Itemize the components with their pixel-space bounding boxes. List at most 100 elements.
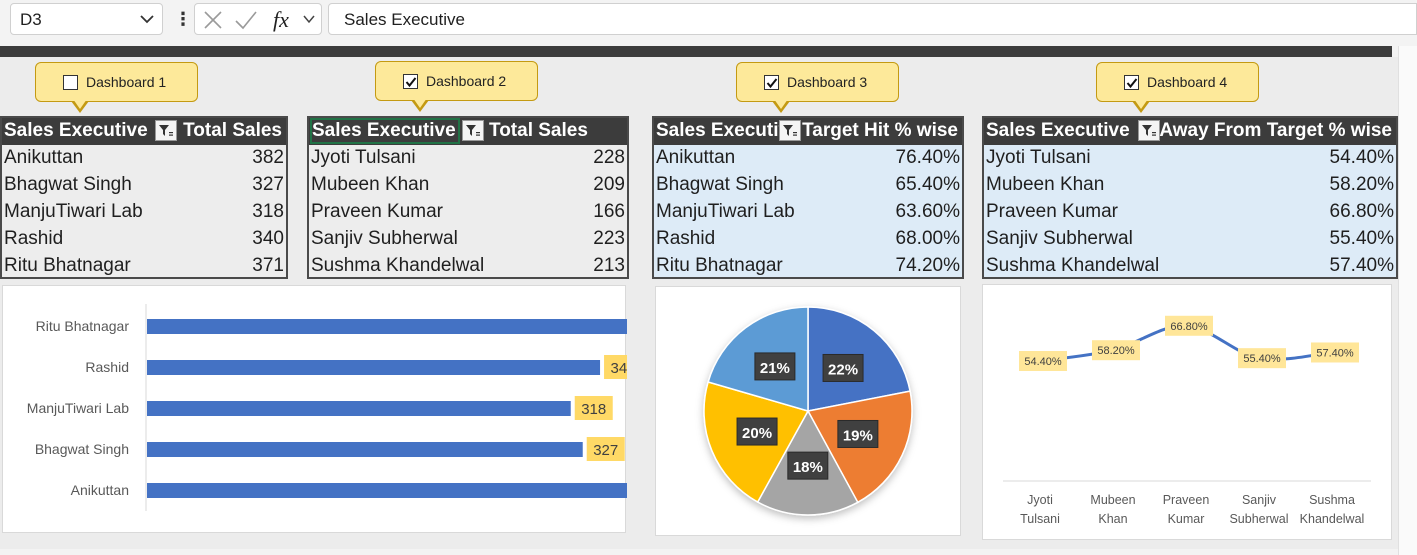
slice-label-box xyxy=(787,451,829,480)
table-row[interactable]: Sushma Khandelwal 57.40% xyxy=(984,253,1396,280)
column-header[interactable]: Total Sales xyxy=(489,120,588,141)
filter-button[interactable] xyxy=(1138,120,1160,141)
dashboard-4-label: Dashboard 4 xyxy=(1147,74,1228,90)
selected-cell-d3[interactable]: Sales Executive xyxy=(310,118,460,144)
row-value: 223 xyxy=(593,228,625,249)
row-label: Sushma Khandelwal xyxy=(311,255,485,276)
dashboard-3-label: Dashboard 3 xyxy=(787,74,868,90)
row-value: 209 xyxy=(593,174,625,195)
slice-data-label: 18% xyxy=(793,459,823,476)
row-label: Rashid xyxy=(4,228,64,249)
callout-pointer xyxy=(772,99,790,113)
pivot-header: Sales Executive Away From Target % wise xyxy=(984,118,1396,145)
table-row[interactable]: Praveen Kumar 166 xyxy=(309,199,627,226)
table-row[interactable]: Bhagwat Singh 327 xyxy=(2,172,286,199)
formula-bar: D3 ⋮ fx Sales Executive xyxy=(0,0,1417,40)
vertical-scrollbar[interactable] xyxy=(1398,46,1417,555)
table-row[interactable]: Ritu Bhatnagar 74.20% xyxy=(654,253,962,280)
table-row[interactable]: Rashid 68.00% xyxy=(654,226,962,253)
table-row[interactable]: Ritu Bhatnagar 371 xyxy=(2,253,286,280)
filter-button[interactable] xyxy=(462,120,484,141)
dashboard-1-label: Dashboard 1 xyxy=(86,74,167,90)
filter-button[interactable] xyxy=(155,120,177,141)
filter-button[interactable] xyxy=(779,120,801,141)
row-label: ManjuTiwari Lab xyxy=(4,201,143,222)
pivot-table-4[interactable]: Sales Executive Away From Target % wise … xyxy=(982,116,1398,279)
table-row[interactable]: Mubeen Khan 58.20% xyxy=(984,172,1396,199)
row-value: 66.80% xyxy=(1329,201,1394,222)
row-value: 55.40% xyxy=(1329,228,1394,249)
column-header[interactable]: Away From Target % wise xyxy=(1159,120,1392,141)
checkmark-icon xyxy=(1126,78,1138,89)
x-tick-label: Khandelwal xyxy=(1300,512,1365,526)
data-label-box xyxy=(1092,340,1140,361)
row-label: Sushma Khandelwal xyxy=(986,255,1160,276)
column-header[interactable]: Target Hit % wise xyxy=(802,120,958,141)
sheet-top-band xyxy=(0,46,1392,57)
column-header[interactable]: Total Sales xyxy=(183,120,282,141)
column-header[interactable]: Sales Executive xyxy=(4,120,148,141)
pivot-header: Sales Executive Total Sales xyxy=(309,118,627,145)
x-tick-label: Subherwal xyxy=(1229,512,1288,526)
table-row[interactable]: Mubeen Khan 209 xyxy=(309,172,627,199)
bar-category-label: Rashid xyxy=(85,359,129,375)
row-value: 340 xyxy=(252,228,284,249)
bar-category-label: Ritu Bhatnagar xyxy=(36,318,130,334)
table-row[interactable]: Sanjiv Subherwal 55.40% xyxy=(984,226,1396,253)
x-tick-label: Sanjiv xyxy=(1242,493,1277,507)
x-tick-label: Mubeen xyxy=(1090,493,1135,507)
formula-input[interactable]: Sales Executive xyxy=(328,3,1417,35)
slice-label-box xyxy=(736,417,778,446)
cancel-icon[interactable] xyxy=(203,10,223,30)
column-header[interactable]: Sales Executiv xyxy=(656,120,790,141)
filter-icon xyxy=(159,125,173,136)
pivot-table-3[interactable]: Sales Executiv Target Hit % wise Anikutt… xyxy=(652,116,964,279)
line-chart[interactable]: 54.40% Jyoti Tulsani 58.20% Mubeen Khan 66.80%… xyxy=(982,284,1392,540)
row-label: Anikuttan xyxy=(4,147,84,168)
insert-function-button[interactable]: fx xyxy=(273,7,289,32)
table-row[interactable]: Jyoti Tulsani 228 xyxy=(309,145,627,172)
table-row[interactable]: Praveen Kumar 66.80% xyxy=(984,199,1396,226)
name-box[interactable]: D3 xyxy=(10,3,163,35)
bar-data-label: 340 xyxy=(611,360,627,377)
table-row[interactable]: ManjuTiwari Lab 318 xyxy=(2,199,286,226)
row-label: ManjuTiwari Lab xyxy=(656,201,795,222)
line-data-label: 54.40% xyxy=(1024,356,1062,368)
table-row[interactable]: ManjuTiwari Lab 63.60% xyxy=(654,199,962,226)
chevron-down-icon[interactable] xyxy=(303,14,315,24)
row-value: 382 xyxy=(252,147,284,168)
name-box-value: D3 xyxy=(20,10,42,29)
pivot-table-2[interactable]: Sales Executive Total Sales Jyoti Tulsan… xyxy=(307,116,629,279)
table-row[interactable]: Anikuttan 382 xyxy=(2,145,286,172)
row-label: Ritu Bhatnagar xyxy=(4,255,131,276)
dashboard-3-checkbox[interactable] xyxy=(764,75,779,90)
table-row[interactable]: Sushma Khandelwal 213 xyxy=(309,253,627,280)
line-chart-plot: 54.40% Jyoti Tulsani 58.20% Mubeen Khan 66.80%… xyxy=(1003,315,1371,526)
dashboard-4-checkbox[interactable] xyxy=(1124,75,1139,90)
table-row[interactable]: Anikuttan 76.40% xyxy=(654,145,962,172)
bar xyxy=(147,442,583,457)
bar-data-label: 327 xyxy=(593,442,618,459)
table-row[interactable]: Sanjiv Subherwal 223 xyxy=(309,226,627,253)
enter-icon[interactable] xyxy=(235,10,257,30)
dashboard-2-checkbox[interactable] xyxy=(403,74,418,89)
callout-pointer xyxy=(71,99,89,113)
formula-text: Sales Executive xyxy=(344,10,465,29)
dashboard-1-checkbox[interactable] xyxy=(63,75,78,90)
pivot-table-1[interactable]: Sales Executive Total Sales Anikuttan 382… xyxy=(0,116,288,279)
dashboard-2-label: Dashboard 2 xyxy=(426,73,507,89)
pie-chart[interactable]: 22% 19% 18% 20% 21% xyxy=(655,286,961,536)
table-row[interactable]: Bhagwat Singh 65.40% xyxy=(654,172,962,199)
bar xyxy=(147,401,571,416)
pie-chart-plot: 22% 19% 18% 20% 21% xyxy=(703,306,913,516)
more-options-icon[interactable]: ⋮ xyxy=(174,9,192,29)
bar-data-label: 318 xyxy=(581,401,606,418)
table-row[interactable]: Rashid 340 xyxy=(2,226,286,253)
data-label-box xyxy=(574,396,613,420)
chevron-down-icon[interactable] xyxy=(140,13,154,25)
bar-category-label: Bhagwat Singh xyxy=(35,441,129,457)
slice-label-box xyxy=(822,353,864,382)
table-row[interactable]: Jyoti Tulsani 54.40% xyxy=(984,145,1396,172)
column-header[interactable]: Sales Executive xyxy=(986,120,1130,141)
